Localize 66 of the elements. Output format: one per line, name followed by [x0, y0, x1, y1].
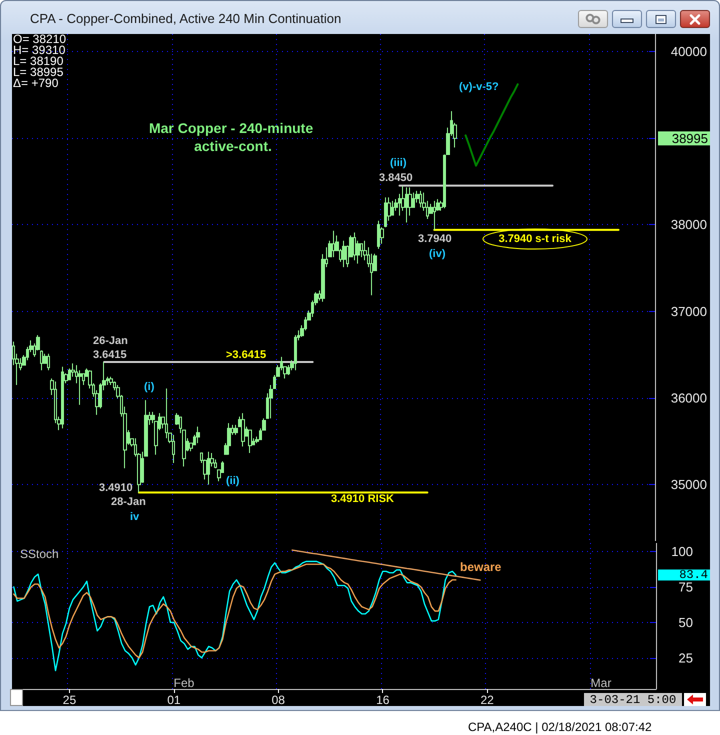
- annotation: H= 39310: [13, 43, 66, 57]
- annotation: 3.8450: [379, 172, 413, 184]
- y-tick-label: 37000: [670, 304, 707, 319]
- candlestick: [294, 334, 297, 371]
- candlestick: [248, 430, 252, 454]
- candlestick: [196, 426, 200, 444]
- candlestick: [377, 220, 380, 250]
- candlestick: [234, 424, 238, 436]
- y-tick-label: 35000: [670, 477, 707, 492]
- text: CPA,A240C | 02/18/2021 08:07:42: [468, 720, 652, 734]
- x-tick-label: 16: [376, 693, 390, 707]
- candlestick: [384, 196, 387, 228]
- y-tick-label: 38000: [670, 217, 707, 232]
- text: 83.4: [679, 568, 708, 582]
- y-tick-label: 100: [671, 544, 693, 560]
- annotation: Mar: [590, 676, 612, 690]
- candlestick: [165, 388, 168, 439]
- text: 3-03-21 5:00: [590, 693, 676, 707]
- annotation: Δ= +790: [13, 76, 59, 90]
- candlestick: [269, 384, 273, 419]
- x-tick-label: 25: [62, 693, 76, 707]
- annotation: 3.4910: [99, 482, 133, 494]
- chart-title: CPA - Copper-Combined, Active 240 Min Continuation: [30, 11, 342, 27]
- y-tick-label: 50: [678, 614, 693, 630]
- text: 38995: [672, 130, 708, 146]
- y-tick-label: 75: [678, 579, 693, 594]
- annotation: 28-Jan: [111, 496, 146, 508]
- annotation: (v)-v-5?: [459, 81, 500, 93]
- candlestick: [61, 366, 64, 429]
- candlestick: [353, 232, 356, 261]
- annotation: 26-Jan: [93, 335, 128, 347]
- candlestick: [342, 240, 346, 268]
- annotation: L= 38995: [13, 65, 64, 79]
- candlestick: [207, 451, 210, 486]
- text: Mar Copper - 240-minute active-cont.: [148, 120, 318, 154]
- x-tick-label: 08: [272, 693, 286, 707]
- candlestick: [405, 186, 408, 223]
- y-tick-label: 25: [678, 650, 693, 666]
- annotation: L= 38190: [13, 54, 64, 68]
- annotation: 3.7940: [418, 233, 452, 245]
- annotation: Feb: [174, 676, 195, 690]
- annotation: (iv): [429, 248, 446, 260]
- candlestick: [332, 230, 335, 258]
- candlestick: [241, 412, 245, 448]
- candlestick: [40, 350, 43, 371]
- candlestick: [419, 190, 422, 208]
- annotation: 3.4910 RISK: [331, 493, 394, 505]
- annotation: (i): [144, 381, 155, 393]
- x-tick-label: 22: [480, 693, 494, 707]
- annotation: iv: [130, 511, 140, 523]
- y-tick-label: 36000: [670, 390, 707, 406]
- chart-title: SStoch: [20, 547, 59, 561]
- candlestick: [172, 434, 175, 464]
- annotation: 3.6415: [93, 349, 127, 361]
- annotation: O= 38210: [13, 32, 66, 46]
- annotation: >3.6415: [226, 349, 266, 361]
- annotation: (iii): [390, 157, 407, 169]
- annotation: (ii): [226, 475, 240, 487]
- candlestick: [433, 200, 436, 230]
- x-tick-label: 01: [167, 693, 181, 707]
- candlestick: [227, 422, 231, 456]
- candlestick: [287, 364, 290, 376]
- y-tick-label: 40000: [670, 44, 707, 59]
- annotation: 3.7940 s-t risk: [498, 233, 572, 245]
- candlestick: [47, 353, 50, 371]
- annotation: beware: [460, 560, 502, 574]
